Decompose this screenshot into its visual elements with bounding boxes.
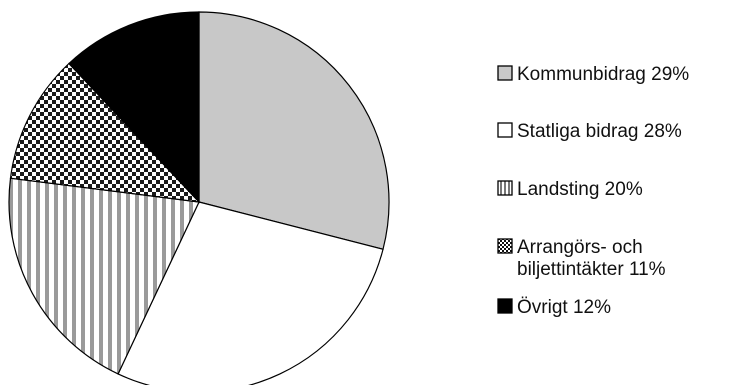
- legend-swatch-1: [497, 65, 513, 81]
- legend-label-4-line-2: biljettintäkter 11%: [517, 259, 666, 280]
- pie-slice-2: [117, 201, 384, 385]
- legend-swatch-4: [497, 238, 513, 254]
- legend-swatch-5: [497, 298, 513, 314]
- legend-label-4-line-1: Arrangörs- och: [517, 237, 643, 258]
- pie-slice-5: [68, 11, 200, 204]
- legend-label-2: Statliga bidrag 28%: [517, 121, 682, 142]
- legend-item-3: Landsting 20%: [497, 179, 643, 200]
- legend-item-1: Kommunbidrag 29%: [497, 64, 689, 85]
- legend-label-3: Landsting 20%: [517, 179, 643, 200]
- legend-item-2: Statliga bidrag 28%: [497, 121, 682, 142]
- legend: Kommunbidrag 29% Statliga bidrag 28% Lands…: [497, 64, 689, 318]
- pie-slice-1: [198, 11, 390, 250]
- pie-slices: [8, 11, 390, 385]
- legend-label-5: Övrigt 12%: [517, 297, 611, 318]
- legend-swatch-2: [497, 122, 513, 138]
- legend-swatch-3: [497, 180, 513, 196]
- legend-item-5: Övrigt 12%: [497, 297, 611, 318]
- pie-slice-4: [9, 62, 201, 203]
- legend-label-1: Kommunbidrag 29%: [517, 64, 689, 85]
- pie-slice-3: [8, 177, 200, 375]
